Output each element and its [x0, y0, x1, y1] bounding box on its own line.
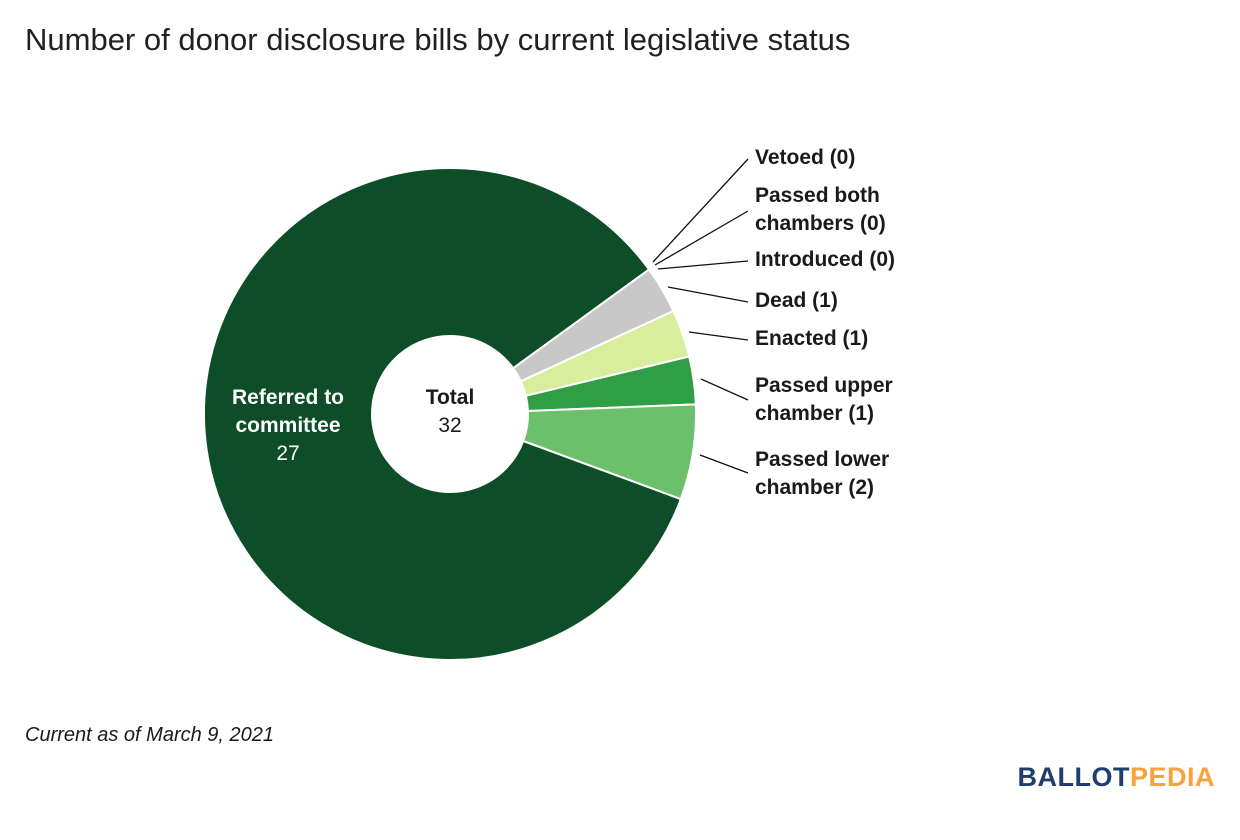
legend-label-introduced: Introduced (0) — [755, 248, 895, 271]
legend-label-passed-lower-chamber: Passed lower chamber (2) — [755, 448, 890, 499]
leader-line — [654, 210, 749, 266]
leader-line — [699, 454, 749, 474]
donut-center-total: Total 32 — [390, 384, 510, 440]
leader-line — [688, 331, 749, 341]
leader-line — [652, 158, 749, 263]
logo-pedia: PEDIA — [1129, 762, 1215, 792]
legend-label-vetoed: Vetoed (0) — [755, 146, 856, 169]
legend-label-passed-upper-chamber: Passed upper chamber (1) — [755, 374, 893, 425]
legend-label-passed-both-chambers: Passed both chambers (0) — [755, 184, 886, 235]
ballotpedia-logo: BALLOTPEDIA — [1017, 762, 1215, 793]
pie-slice-referred-to-committee[interactable] — [203, 167, 682, 661]
slice-label-referred-to-committee: Referred to committee 27 — [213, 384, 363, 468]
leader-line — [700, 378, 749, 401]
legend-label-enacted: Enacted (1) — [755, 327, 869, 350]
leader-line — [657, 260, 749, 270]
leader-line — [667, 286, 749, 303]
footnote: Current as of March 9, 2021 — [25, 724, 275, 746]
logo-ballot: BALLOT — [1017, 762, 1130, 792]
chart-title: Number of donor disclosure bills by curr… — [25, 22, 851, 57]
legend-label-dead: Dead (1) — [755, 289, 838, 312]
total-value: 32 — [438, 414, 462, 437]
slice-label-value: 27 — [276, 442, 300, 465]
total-label: Total — [425, 386, 475, 409]
slice-label-name: Referred to committee — [231, 386, 345, 437]
